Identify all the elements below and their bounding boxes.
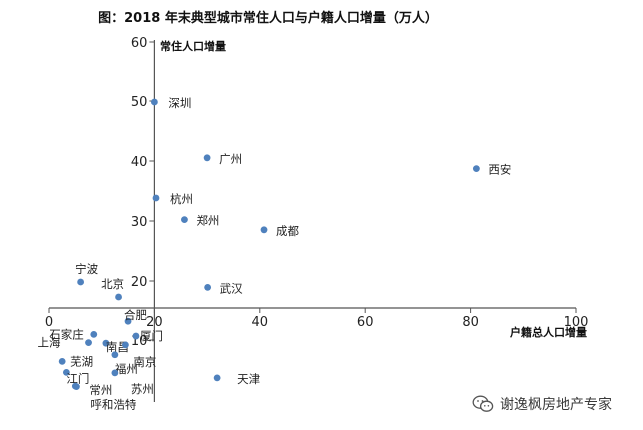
data-label: 深圳	[168, 96, 191, 110]
wechat-icon	[472, 395, 494, 412]
data-label: 武汉	[220, 281, 243, 295]
data-label: 郑州	[196, 214, 219, 228]
data-label: 常州	[89, 383, 112, 397]
data-label: 西安	[488, 163, 511, 177]
data-label: 南京	[133, 355, 156, 369]
data-point	[111, 351, 119, 359]
x-tick-label: 40	[252, 315, 269, 330]
x-tick-label: 80	[462, 315, 479, 330]
y-axis-label: 常住人口增量	[160, 39, 226, 53]
data-point	[132, 332, 140, 340]
data-point	[90, 331, 98, 338]
data-point	[260, 226, 268, 234]
data-point	[62, 368, 70, 376]
data-point	[181, 216, 188, 224]
data-label: 福州	[115, 362, 138, 376]
data-label: 天津	[237, 372, 260, 386]
data-label: 芜湖	[70, 354, 93, 368]
data-point	[124, 317, 132, 325]
data-point	[203, 154, 211, 162]
watermark: 谢逸枫房地产专家	[472, 392, 612, 416]
watermark-text: 谢逸枫房地产专家	[500, 397, 612, 413]
data-label: 江门	[66, 371, 89, 385]
data-point	[204, 284, 212, 291]
data-label: 厦门	[140, 329, 163, 343]
y-tick-label: 30	[131, 215, 148, 230]
data-point	[73, 383, 80, 391]
data-label: 广州	[219, 152, 242, 166]
data-point	[152, 194, 160, 202]
data-point	[115, 293, 122, 301]
y-tick-label: 40	[131, 155, 148, 170]
x-tick-label: 20	[146, 315, 163, 330]
y-tick-label: 50	[131, 95, 148, 110]
data-label: 宁波	[75, 262, 98, 276]
x-axis-label: 户籍总人口增量	[510, 325, 587, 339]
data-label: 成都	[276, 224, 299, 238]
data-point	[472, 165, 480, 173]
chart-title: 图：2018 年末典型城市常住人口与户籍人口增量（万人）	[98, 10, 438, 26]
data-label: 石家庄	[49, 327, 84, 341]
data-point	[77, 278, 85, 286]
data-point	[102, 339, 110, 347]
x-tick-label: 100	[564, 315, 589, 330]
data-label: 北京	[101, 277, 124, 291]
data-point	[85, 339, 92, 347]
data-label: 呼和浩特	[90, 398, 136, 412]
data-point	[58, 357, 66, 365]
data-label: 苏州	[131, 382, 154, 396]
data-label: 合肥	[124, 308, 147, 322]
x-tick-label: 0	[45, 315, 53, 330]
data-point	[122, 341, 129, 349]
y-tick-label: 60	[131, 36, 148, 51]
data-label: 上海	[38, 336, 61, 350]
data-point	[151, 98, 158, 106]
data-point	[111, 369, 119, 377]
x-tick-label: 60	[357, 315, 374, 330]
data-label: 杭州	[170, 192, 193, 206]
data-point	[213, 374, 221, 382]
y-tick-label: 20	[131, 275, 148, 290]
